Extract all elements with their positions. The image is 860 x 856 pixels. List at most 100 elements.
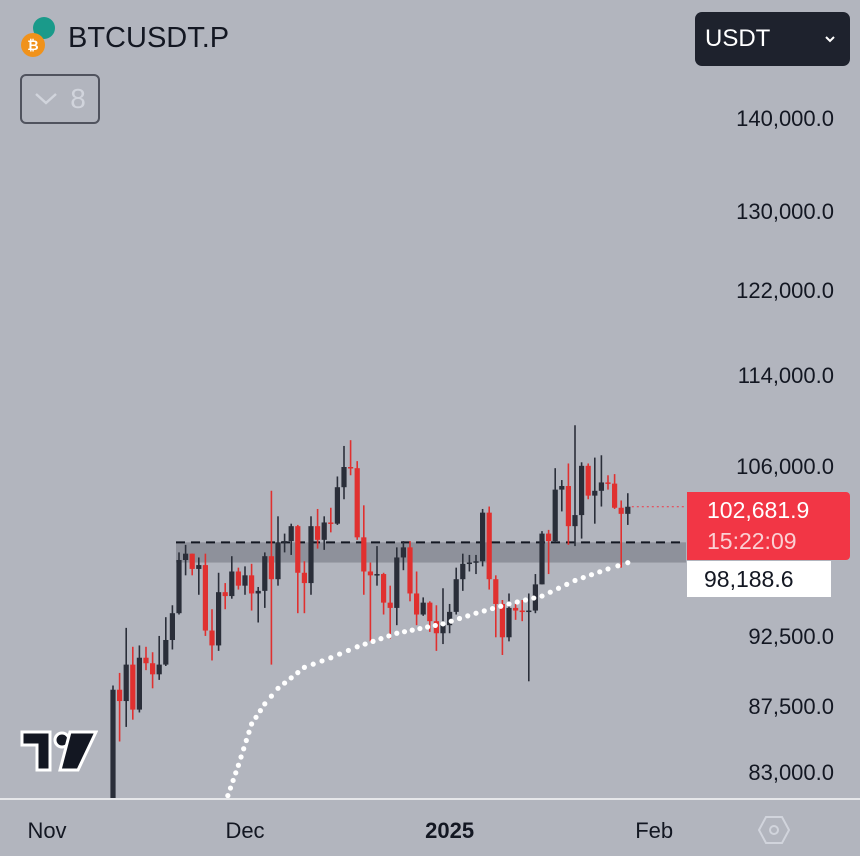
indicator-dot bbox=[580, 574, 586, 581]
indicator-dot bbox=[282, 680, 288, 686]
candle-body bbox=[183, 553, 189, 560]
indicator-dot bbox=[564, 581, 570, 587]
indicator-dot bbox=[386, 633, 392, 639]
candle-body bbox=[196, 565, 202, 569]
price-chart[interactable] bbox=[0, 0, 860, 800]
candle-body bbox=[381, 574, 387, 603]
indicator-dot bbox=[310, 661, 316, 667]
price-axis-label: 140,000.0 bbox=[736, 106, 834, 132]
candle-body bbox=[572, 515, 578, 527]
bitcoin-icon: ₿ bbox=[21, 33, 45, 57]
candle-body bbox=[526, 610, 532, 613]
indicator-dot bbox=[362, 641, 368, 647]
candle-body bbox=[546, 533, 552, 542]
indicator-dot bbox=[345, 647, 351, 654]
indicator-dot bbox=[295, 670, 301, 676]
indicator-dot bbox=[417, 625, 423, 632]
indicator-dot bbox=[489, 605, 496, 612]
time-axis-label: Feb bbox=[635, 818, 674, 843]
indicators-toggle-button[interactable]: 8 bbox=[20, 74, 100, 124]
candle-body bbox=[328, 522, 334, 524]
indicator-dot bbox=[425, 624, 431, 630]
candle-body bbox=[447, 611, 453, 626]
indicator-dot bbox=[572, 577, 578, 584]
candle-body bbox=[341, 467, 347, 488]
indicator-dot bbox=[241, 746, 247, 752]
indicator-dot bbox=[625, 560, 631, 566]
indicator-dot bbox=[288, 675, 294, 681]
indicator-dot bbox=[456, 615, 463, 622]
indicator-dot bbox=[465, 613, 471, 619]
indicator-dot bbox=[514, 599, 520, 605]
candle-body bbox=[480, 512, 486, 562]
indicator-dot bbox=[409, 627, 415, 633]
indicator-dot bbox=[394, 630, 400, 636]
indicator-dot bbox=[238, 754, 244, 760]
indicator-dot bbox=[328, 655, 334, 661]
indicator-dot bbox=[227, 785, 234, 791]
indicator-dot bbox=[588, 572, 595, 578]
time-axis-border bbox=[0, 798, 860, 800]
indicator-dot bbox=[473, 610, 479, 616]
candle-body bbox=[394, 557, 400, 608]
candle-body bbox=[315, 526, 321, 540]
indicator-dot bbox=[597, 569, 603, 575]
chevron-down-icon bbox=[825, 36, 835, 43]
candle-body bbox=[209, 630, 215, 646]
support-zone bbox=[176, 542, 686, 563]
candle-body bbox=[400, 547, 406, 558]
candle-body bbox=[275, 542, 281, 580]
indicator-dot bbox=[481, 608, 487, 614]
indicator-dot bbox=[243, 737, 249, 744]
candle-body bbox=[493, 579, 499, 604]
candle-body bbox=[229, 571, 235, 597]
indicator-dot bbox=[230, 777, 236, 784]
candle-body bbox=[414, 593, 420, 615]
plot-area bbox=[110, 425, 686, 798]
price-axis-label: 114,000.0 bbox=[737, 363, 834, 389]
candle-body bbox=[612, 483, 618, 508]
candle-body bbox=[235, 571, 241, 586]
candle-body bbox=[565, 486, 571, 527]
candle-body bbox=[255, 590, 261, 594]
indicator-dot bbox=[370, 638, 376, 644]
indicator-dot bbox=[605, 566, 611, 572]
time-axis-label: 2025 bbox=[425, 818, 475, 843]
candle-body bbox=[268, 556, 274, 580]
candle-body bbox=[361, 537, 367, 572]
indicator-dot bbox=[301, 664, 307, 670]
candle-body bbox=[513, 607, 519, 611]
candle-body bbox=[334, 487, 340, 524]
symbol-title[interactable]: BTCUSDT.P bbox=[68, 22, 230, 54]
candle-body bbox=[321, 522, 327, 540]
candle-body bbox=[242, 575, 248, 586]
candle-body bbox=[110, 689, 116, 798]
candle-body bbox=[136, 657, 142, 710]
currency-label: USDT bbox=[705, 25, 771, 52]
candle-body bbox=[301, 572, 307, 584]
candle-body bbox=[453, 579, 459, 612]
indicator-dot bbox=[337, 651, 343, 657]
indicator-dot bbox=[547, 589, 553, 595]
indicator-dot bbox=[257, 708, 263, 714]
candle-body bbox=[559, 486, 565, 490]
currency-select[interactable]: USDT bbox=[695, 12, 850, 66]
indicator-dot bbox=[498, 603, 504, 609]
candle-body bbox=[117, 689, 123, 702]
chart-settings-icon[interactable] bbox=[758, 815, 790, 845]
bar-countdown: 15:22:09 bbox=[707, 528, 797, 554]
indicator-dot bbox=[401, 629, 408, 635]
indicator-dot bbox=[615, 563, 621, 569]
candle-body bbox=[354, 468, 360, 538]
candle-body bbox=[150, 663, 156, 675]
candle-body bbox=[519, 610, 525, 613]
indicator-dot bbox=[440, 621, 446, 627]
candle-body bbox=[222, 592, 228, 597]
candle-body bbox=[387, 602, 393, 608]
candle-body bbox=[552, 489, 558, 542]
indicator-dot bbox=[378, 636, 384, 642]
candle-body bbox=[420, 602, 426, 615]
candle-body bbox=[440, 625, 446, 634]
candle-body bbox=[486, 512, 492, 580]
indicator-dot bbox=[522, 597, 529, 603]
